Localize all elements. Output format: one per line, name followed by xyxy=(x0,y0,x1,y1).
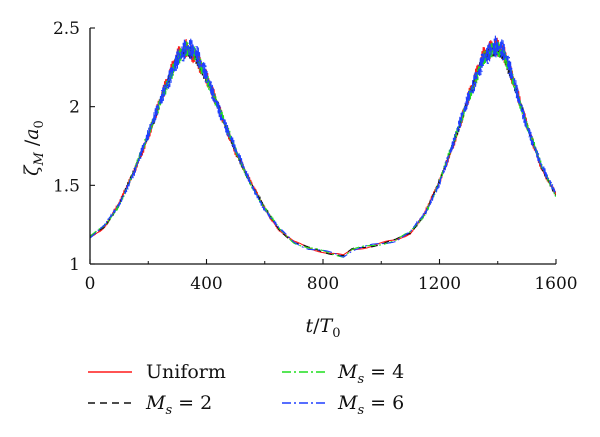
x-tick-label: 0 xyxy=(85,274,96,294)
legend-label-ms4: Ms = 4 xyxy=(337,361,404,387)
axes xyxy=(89,27,557,265)
series-layer xyxy=(90,35,556,258)
x-tick-label: 1200 xyxy=(418,274,461,294)
series-line-1 xyxy=(90,37,556,256)
legend-item-ms2: Ms = 2 xyxy=(88,392,212,418)
x-tick-label: 800 xyxy=(307,274,339,294)
legend-label-uniform: Uniform xyxy=(146,361,226,383)
x-tick-label: 400 xyxy=(190,274,222,294)
series-line-3 xyxy=(90,41,556,258)
legend-item-ms6: Ms = 6 xyxy=(282,392,404,418)
y-tick-label: 1.5 xyxy=(53,176,80,196)
x-axis-label: t/T0 xyxy=(305,315,340,341)
legend-label-ms2: Ms = 2 xyxy=(145,392,212,418)
y-tick-label: 1 xyxy=(69,255,80,275)
legend-item-ms4: Ms = 4 xyxy=(282,361,404,387)
series-line-4 xyxy=(90,35,556,258)
series-line-2 xyxy=(90,44,556,257)
legend-item-uniform: Uniform xyxy=(88,361,226,383)
x-tick-label: 1600 xyxy=(534,274,577,294)
legend: Uniform Ms = 2 Ms = 4 Ms = 6 xyxy=(88,361,404,418)
y-tick-label: 2 xyxy=(69,98,80,118)
tick-labels: 0 400 800 1200 1600 1 1.5 2 2.5 xyxy=(53,19,578,294)
legend-label-ms6: Ms = 6 xyxy=(337,392,404,418)
y-axis-label: ζM /a0 xyxy=(21,120,47,176)
y-tick-label: 2.5 xyxy=(53,19,80,39)
